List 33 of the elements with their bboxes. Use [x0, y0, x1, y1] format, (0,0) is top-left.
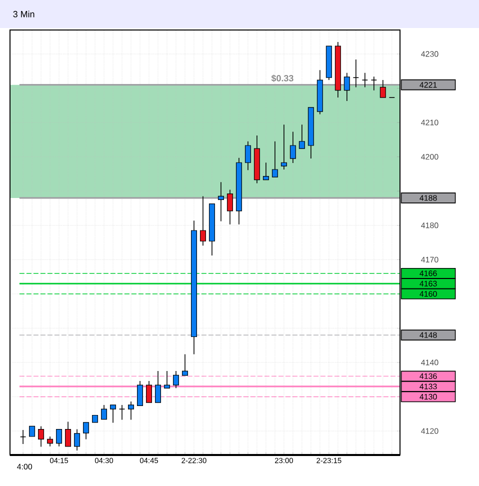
candlestick	[226, 189, 233, 225]
candlestick	[83, 422, 90, 440]
candlestick	[182, 354, 188, 376]
candlestick	[262, 162, 269, 180]
candlestick	[352, 59, 360, 88]
candlestick	[362, 72, 368, 88]
candlestick	[244, 140, 251, 171]
candlestick	[47, 436, 54, 447]
candlestick	[200, 196, 206, 246]
candlestick	[128, 401, 134, 420]
candlestick	[101, 404, 108, 420]
candlestick	[280, 124, 287, 170]
candlestick	[38, 426, 44, 448]
candlestick	[74, 428, 80, 451]
candlestick	[137, 380, 143, 406]
candlestick	[154, 370, 161, 403]
candlestick	[272, 140, 278, 178]
candlestick	[164, 370, 170, 389]
candlestick	[290, 131, 296, 164]
candlestick	[298, 124, 305, 149]
candlestick	[110, 404, 116, 424]
candlestick	[56, 428, 62, 447]
band-label: $0.33	[271, 74, 294, 82]
chart-title: 3 Min	[13, 10, 34, 18]
candlestick	[344, 72, 350, 102]
candlestick	[118, 404, 126, 420]
candlestick	[380, 80, 386, 98]
candlestick	[370, 76, 378, 91]
candlestick	[172, 370, 179, 389]
candlestick	[146, 380, 152, 403]
candlestick	[29, 426, 36, 437]
candlestick	[65, 421, 72, 447]
candlestick	[218, 182, 224, 222]
